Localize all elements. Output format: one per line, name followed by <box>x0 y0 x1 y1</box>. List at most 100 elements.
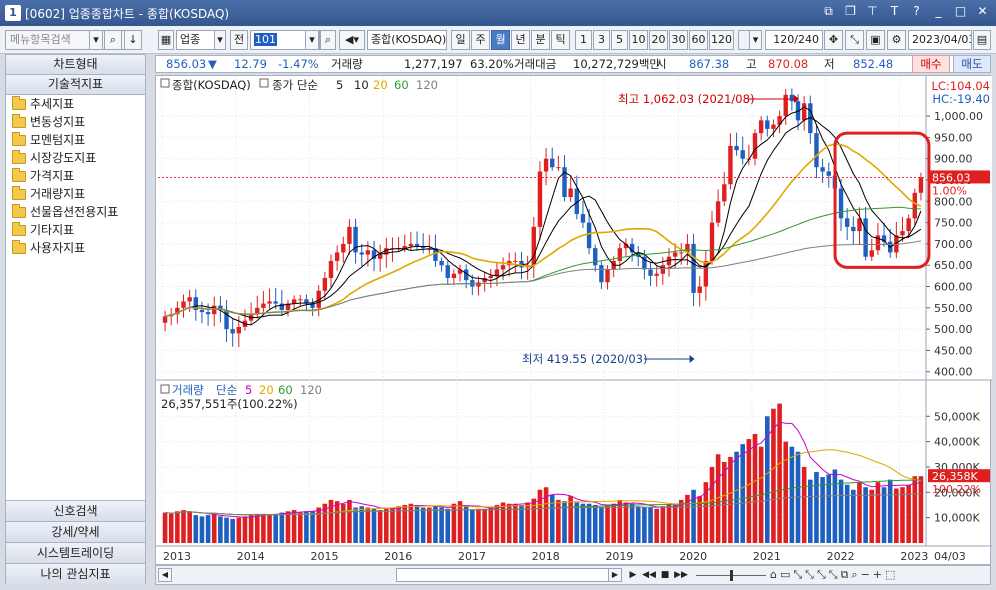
sell-button[interactable]: 매도 <box>953 55 991 73</box>
period-year[interactable]: 년 <box>511 30 530 50</box>
search-icon[interactable]: ⌕ <box>104 30 122 50</box>
volume-bar <box>635 506 641 543</box>
candle-body <box>341 243 346 253</box>
interval-1[interactable]: 1 <box>575 30 592 50</box>
indicator-folder[interactable]: 가격지표 <box>6 167 145 185</box>
period-tick[interactable]: 틱 <box>551 30 570 50</box>
play-icon[interactable]: ▶ <box>629 570 637 580</box>
x-tick-label: 2013 <box>163 550 191 563</box>
interval-dropdown-icon[interactable]: ▾ <box>749 30 762 50</box>
candle-body <box>679 252 684 254</box>
legend-ma-period: 20 <box>373 78 388 92</box>
candle-body <box>463 269 469 281</box>
volume-bar <box>851 489 856 543</box>
count-field[interactable]: 120/240 <box>765 30 823 50</box>
menu-search-dropdown-icon[interactable]: ▾ <box>89 30 103 50</box>
indicator-folder[interactable]: 기타지표 <box>6 221 145 239</box>
font-icon[interactable]: T <box>890 4 899 18</box>
download-icon[interactable]: ↓ <box>124 30 142 50</box>
market-select[interactable]: 업종 <box>176 30 226 50</box>
volume-bar <box>248 515 254 543</box>
volume-bar <box>543 487 549 543</box>
candle-body <box>488 275 493 278</box>
stop-icon[interactable]: ■ <box>660 570 670 580</box>
period-week[interactable]: 주 <box>471 30 490 50</box>
code-input[interactable]: 101 <box>250 30 320 50</box>
fast-forward-icon[interactable]: ▶▶ <box>674 570 688 580</box>
drawing-tools[interactable]: ⌂▭⤡⤡⤡⤡⧉⌕−+⬚ <box>770 568 899 581</box>
zoom-tool-icon[interactable]: ⤡ <box>845 30 864 50</box>
scroll-right-icon[interactable]: ▶ <box>608 568 622 582</box>
signal-search-tab[interactable]: 신호검색 <box>6 500 145 521</box>
date-field[interactable]: 2023/04/03 <box>908 30 972 50</box>
folder-icon <box>12 95 26 110</box>
interval-60[interactable]: 60 <box>689 30 708 50</box>
prefix-button[interactable]: 전 <box>230 30 248 50</box>
my-indicators-tab[interactable]: 나의 관심지표 <box>6 563 145 584</box>
link-icon[interactable]: ⧉ <box>824 4 833 18</box>
period-day[interactable]: 일 <box>451 30 470 50</box>
indicator-folder[interactable]: 선물옵션전용지표 <box>6 203 145 221</box>
title-bar-controls: ⧉ ❐ ⊤ T ? _ □ ✕ <box>821 4 990 19</box>
volume-bar <box>414 504 420 543</box>
indicator-folder[interactable]: 추세지표 <box>6 95 145 113</box>
code-search-icon[interactable]: ⌕ <box>320 30 336 50</box>
interval-120[interactable]: 120 <box>709 30 734 50</box>
chart-canvas[interactable]: 1,000.00950.00900.00850.00800.00750.0070… <box>156 76 992 566</box>
title-bar: 1 [0602] 업종종합차트 - 종합(KOSDAQ) ⧉ ❐ ⊤ T ? _… <box>0 0 996 26</box>
indicator-folder[interactable]: 모멘텀지표 <box>6 131 145 149</box>
candle-body <box>267 301 272 304</box>
buy-button[interactable]: 매수 <box>912 55 950 73</box>
interval-5[interactable]: 5 <box>611 30 628 50</box>
tech-indicator-header[interactable]: 기술적지표 <box>6 75 145 95</box>
grid-toggle-icon[interactable]: ▦ <box>158 30 174 50</box>
settings-icon[interactable]: ⚙ <box>887 30 906 50</box>
period-month[interactable]: 월 <box>491 30 510 50</box>
volume-bar <box>562 501 567 543</box>
interval-20[interactable]: 20 <box>649 30 668 50</box>
market-dropdown-icon[interactable]: ▾ <box>214 30 226 50</box>
pin-icon[interactable]: ⊤ <box>867 4 878 18</box>
scrollbar-thumb[interactable] <box>396 568 616 582</box>
candle-body <box>353 226 358 253</box>
indicator-folder[interactable]: 시장강도지표 <box>6 149 145 167</box>
minimize-icon[interactable]: _ <box>935 4 942 18</box>
interval-10[interactable]: 10 <box>629 30 648 50</box>
calendar-icon[interactable]: ▤ <box>973 30 991 50</box>
volume-bar <box>906 484 911 543</box>
candle-body <box>642 256 647 270</box>
indicator-folder[interactable]: 변동성지표 <box>6 113 145 131</box>
chart-panel[interactable]: 1,000.00950.00900.00850.00800.00750.0070… <box>155 75 992 566</box>
volume-bar <box>734 451 739 543</box>
crosshair-icon[interactable]: ✥ <box>824 30 843 50</box>
indicator-folder[interactable]: 거래량지표 <box>6 185 145 203</box>
close-icon[interactable]: ✕ <box>977 4 988 18</box>
code-dropdown-icon[interactable]: ▾ <box>305 30 319 50</box>
high-annotation: 최고 1,062.03 (2021/08) <box>618 92 754 106</box>
sound-icon[interactable]: ◀▾ <box>339 30 365 50</box>
bull-bear-tab[interactable]: 강세/약세 <box>6 521 145 542</box>
speed-slider-handle[interactable] <box>730 570 733 581</box>
window-number-icon: 1 <box>5 5 21 21</box>
help-icon[interactable]: ? <box>913 4 920 18</box>
system-trading-tab[interactable]: 시스템트레이딩 <box>6 542 145 563</box>
volume-tag-pct: 100.22% <box>932 483 981 496</box>
interval-30[interactable]: 30 <box>669 30 688 50</box>
low-annotation: 최저 419.55 (2020/03) <box>522 352 647 366</box>
indicator-folder[interactable]: 사용자지표 <box>6 239 145 257</box>
chart-type-header[interactable]: 차트형태 <box>6 55 145 75</box>
interval-3[interactable]: 3 <box>593 30 610 50</box>
volume-bar <box>642 507 647 543</box>
candle-body <box>808 103 813 134</box>
maximize-icon[interactable]: □ <box>954 4 967 18</box>
rewind-icon[interactable]: ◀◀ <box>642 570 656 580</box>
scroll-left-icon[interactable]: ◀ <box>158 568 172 582</box>
volume-bar <box>236 517 242 543</box>
open-label: 시 <box>656 57 667 71</box>
period-minute[interactable]: 분 <box>531 30 550 50</box>
price-change: 12.79 <box>234 57 267 71</box>
save-icon[interactable]: ▣ <box>866 30 885 50</box>
volume-bar <box>230 518 235 543</box>
volume-tag <box>928 469 990 483</box>
restore-icon[interactable]: ❐ <box>845 4 856 18</box>
